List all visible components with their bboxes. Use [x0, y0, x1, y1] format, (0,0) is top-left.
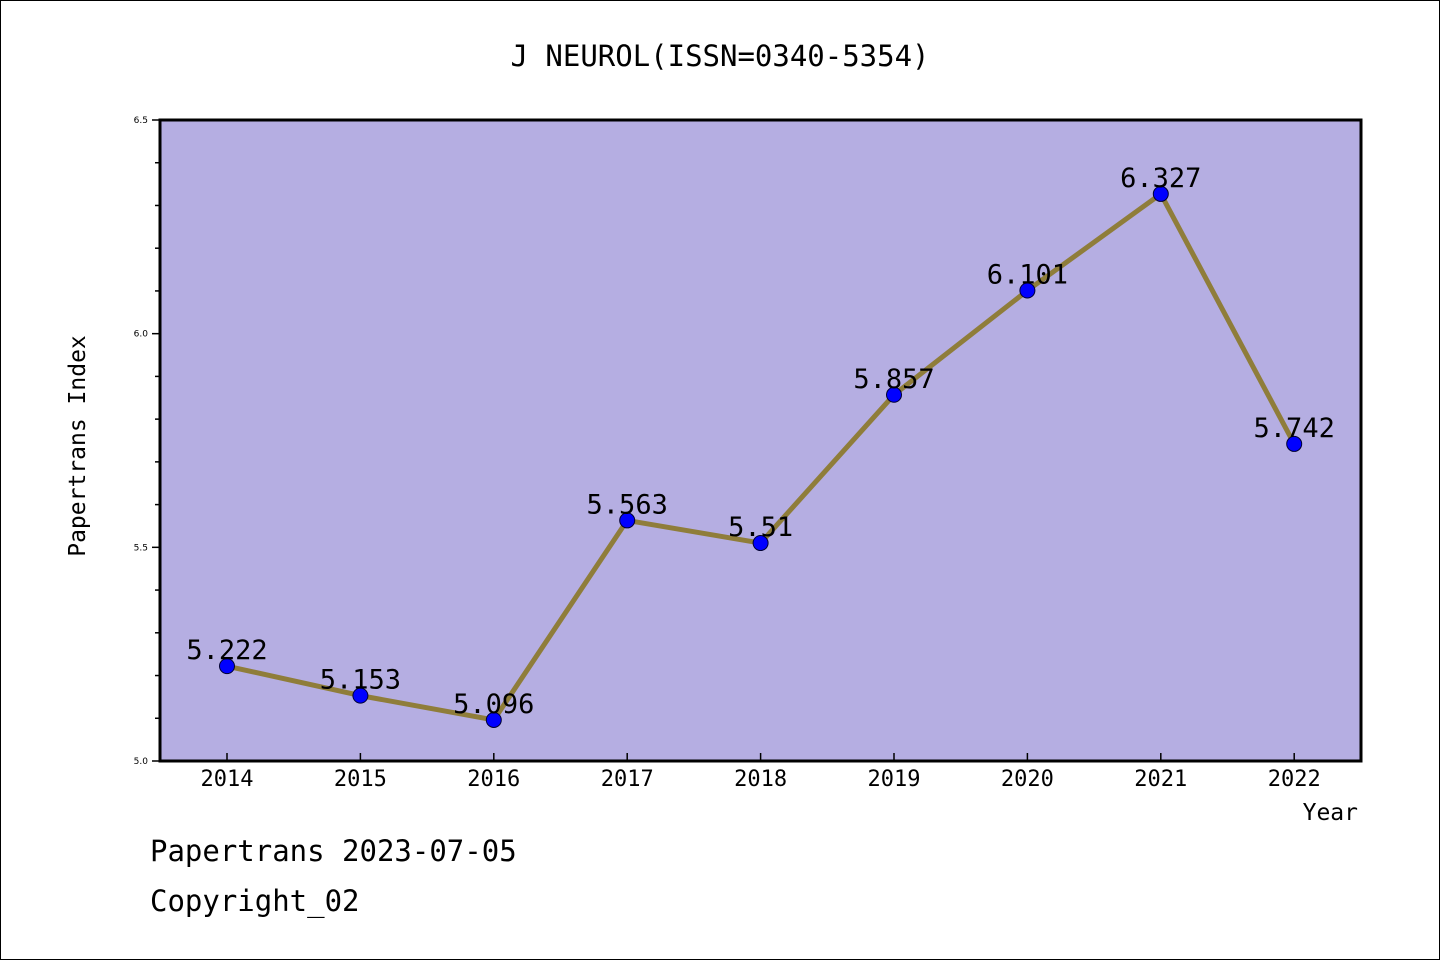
data-label: 5.563: [587, 489, 668, 520]
data-point: [1152, 185, 1169, 202]
data-labels: 5.222 5.153 5.096 5.563 5.51 5.857 6.101 6.327 5…: [186, 163, 1334, 720]
data-points: [219, 185, 1303, 728]
data-point: [485, 711, 502, 728]
data-label: 5.742: [1254, 413, 1335, 444]
y-tick-label: 6.0: [134, 330, 149, 340]
x-tick-label: 2016: [467, 767, 520, 792]
y-axis: 5.0 5.5 6.0 6.5: [134, 116, 160, 767]
footer-date-text: Papertrans 2023-07-05: [150, 834, 517, 868]
x-axis-label: Year: [1303, 800, 1358, 826]
data-label: 5.222: [186, 635, 267, 666]
data-label: 5.857: [853, 364, 934, 395]
y-axis-label: Papertrans Index: [65, 335, 91, 557]
plot-area: [158, 118, 1363, 763]
data-point: [1286, 435, 1303, 452]
data-point: [619, 512, 636, 529]
chart-title: J NEUROL(ISSN=0340-5354): [510, 39, 929, 73]
data-label: 6.327: [1120, 163, 1201, 194]
footer-copyright-text: Copyright_02: [150, 884, 360, 918]
data-point: [1019, 282, 1036, 299]
x-axis: 2014 2015 2016 2017 2018 2019 2020 2021 2022: [201, 753, 1321, 792]
y-tick-label: 5.0: [134, 757, 149, 767]
data-point: [886, 386, 902, 403]
data-label: 5.51: [728, 512, 793, 543]
x-tick-label: 2015: [334, 767, 387, 792]
x-tick-label: 2014: [201, 767, 254, 792]
data-label: 6.101: [987, 260, 1068, 291]
x-tick-label: 2020: [1001, 767, 1054, 792]
x-tick-label: 2021: [1134, 767, 1187, 792]
x-tick-label: 2022: [1268, 767, 1321, 792]
data-label: 5.153: [320, 665, 401, 696]
data-point: [752, 535, 769, 552]
y-tick-label: 5.5: [134, 543, 148, 553]
y-tick-label: 6.5: [134, 116, 148, 126]
data-point: [219, 658, 235, 675]
data-label: 5.096: [453, 689, 534, 720]
x-tick-label: 2019: [868, 767, 921, 792]
x-tick-label: 2017: [601, 767, 654, 792]
x-tick-label: 2018: [734, 767, 787, 792]
data-point: [352, 687, 369, 704]
